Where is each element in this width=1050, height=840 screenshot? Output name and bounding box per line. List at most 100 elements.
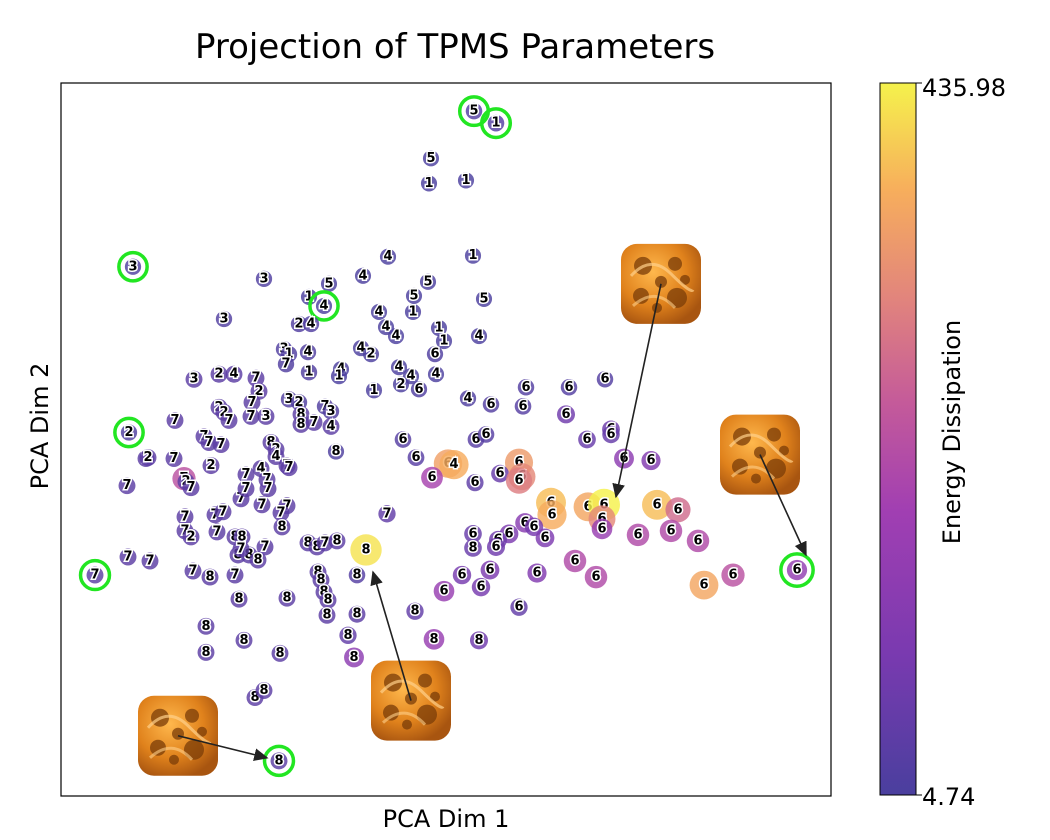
data-point: 6	[477, 425, 495, 443]
plot-frame	[60, 82, 832, 797]
point-label: 6	[514, 600, 523, 615]
colorbar-max-label: 435.98	[922, 74, 1006, 102]
point-label: 6	[481, 427, 490, 442]
data-point: 6	[527, 563, 547, 583]
point-marker	[471, 577, 491, 597]
point-marker	[486, 537, 506, 556]
data-point: 5	[475, 290, 493, 308]
point-marker	[86, 566, 104, 584]
data-point: 7	[378, 505, 396, 523]
point-marker	[487, 114, 505, 132]
point-label: 8	[323, 593, 332, 608]
point-marker	[379, 248, 397, 265]
point-marker	[249, 551, 267, 569]
point-marker	[686, 529, 710, 553]
data-point: 6	[410, 380, 428, 398]
point-marker	[596, 371, 614, 388]
point-marker	[318, 606, 336, 624]
data-point: 6	[480, 560, 500, 580]
data-point: 2	[362, 345, 380, 363]
point-label: 3	[128, 259, 137, 274]
data-point: 7	[182, 479, 200, 497]
point-marker	[786, 559, 808, 581]
data-point: 7	[237, 466, 255, 484]
data-point: 6	[686, 529, 710, 553]
point-label: 6	[468, 526, 477, 541]
data-point: 2	[290, 315, 308, 333]
point-label: 7	[257, 497, 266, 512]
data-point: 8	[273, 518, 291, 536]
point-marker	[477, 426, 495, 443]
point-label: 2	[143, 450, 152, 465]
point-marker	[370, 303, 388, 321]
point-label: 7	[123, 549, 132, 564]
point-label: 2	[294, 317, 303, 332]
structure-annotation	[720, 414, 807, 557]
data-point: 7	[237, 480, 255, 498]
point-label: 8	[201, 619, 210, 634]
point-label: 7	[309, 415, 318, 430]
point-label: 8	[474, 633, 483, 648]
data-point: 7	[272, 504, 290, 522]
point-label: 1	[468, 248, 477, 263]
data-point: 7	[305, 413, 323, 431]
point-label: 1	[424, 176, 433, 191]
data-point: 7	[232, 540, 250, 558]
data-point: 1	[365, 381, 383, 399]
point-label: 6	[476, 580, 485, 595]
point-label: 4	[391, 329, 400, 344]
point-label: 6	[547, 507, 556, 522]
data-point: 8	[319, 591, 337, 609]
point-marker	[330, 368, 348, 385]
point-marker	[243, 393, 261, 411]
point-label: 2	[214, 367, 223, 382]
x-axis-label: PCA Dim 1	[383, 805, 510, 833]
data-point: 1	[330, 367, 348, 385]
colorbar-label: Energy Dissipation	[938, 320, 966, 544]
point-marker	[348, 605, 366, 623]
point-label: 7	[284, 460, 293, 475]
point-marker	[423, 629, 445, 650]
data-point: 4	[459, 389, 477, 407]
point-marker	[344, 647, 364, 668]
point-marker	[215, 310, 233, 328]
point-marker	[322, 417, 340, 435]
data-point: 5	[405, 287, 423, 305]
point-marker	[584, 565, 608, 589]
data-point: 7	[280, 459, 298, 477]
point-label: 1	[439, 334, 448, 349]
point-marker	[641, 451, 661, 471]
structure-annotations	[138, 243, 807, 776]
point-label: 6	[414, 382, 423, 397]
point-label: 7	[204, 435, 213, 450]
point-label: 2	[186, 529, 195, 544]
point-marker	[328, 532, 346, 550]
point-label: 8	[277, 519, 286, 534]
data-point: 8	[255, 682, 273, 700]
point-marker	[247, 369, 265, 387]
point-marker	[197, 617, 215, 635]
point-label: 4	[319, 298, 328, 313]
point-marker	[214, 503, 232, 521]
data-point: 1	[435, 332, 453, 350]
data-point: 6	[578, 431, 596, 449]
data-point: 7	[208, 523, 226, 541]
data-point: 2	[139, 449, 157, 467]
point-marker	[406, 602, 424, 620]
point-label: 8	[331, 444, 340, 459]
point-marker	[235, 631, 253, 649]
point-marker	[407, 449, 425, 466]
point-marker	[420, 175, 438, 192]
annotation-arrow	[177, 734, 269, 761]
point-marker	[452, 565, 472, 585]
data-point: 8	[201, 568, 219, 586]
data-point: 6	[452, 565, 472, 585]
point-marker	[435, 333, 453, 350]
point-marker	[259, 480, 277, 498]
data-point: 8	[327, 443, 345, 461]
point-marker	[292, 415, 310, 433]
data-point: 8	[350, 534, 382, 566]
data-point: 8	[328, 532, 346, 550]
data-point: 6	[471, 577, 491, 597]
point-label: 7	[180, 509, 189, 524]
